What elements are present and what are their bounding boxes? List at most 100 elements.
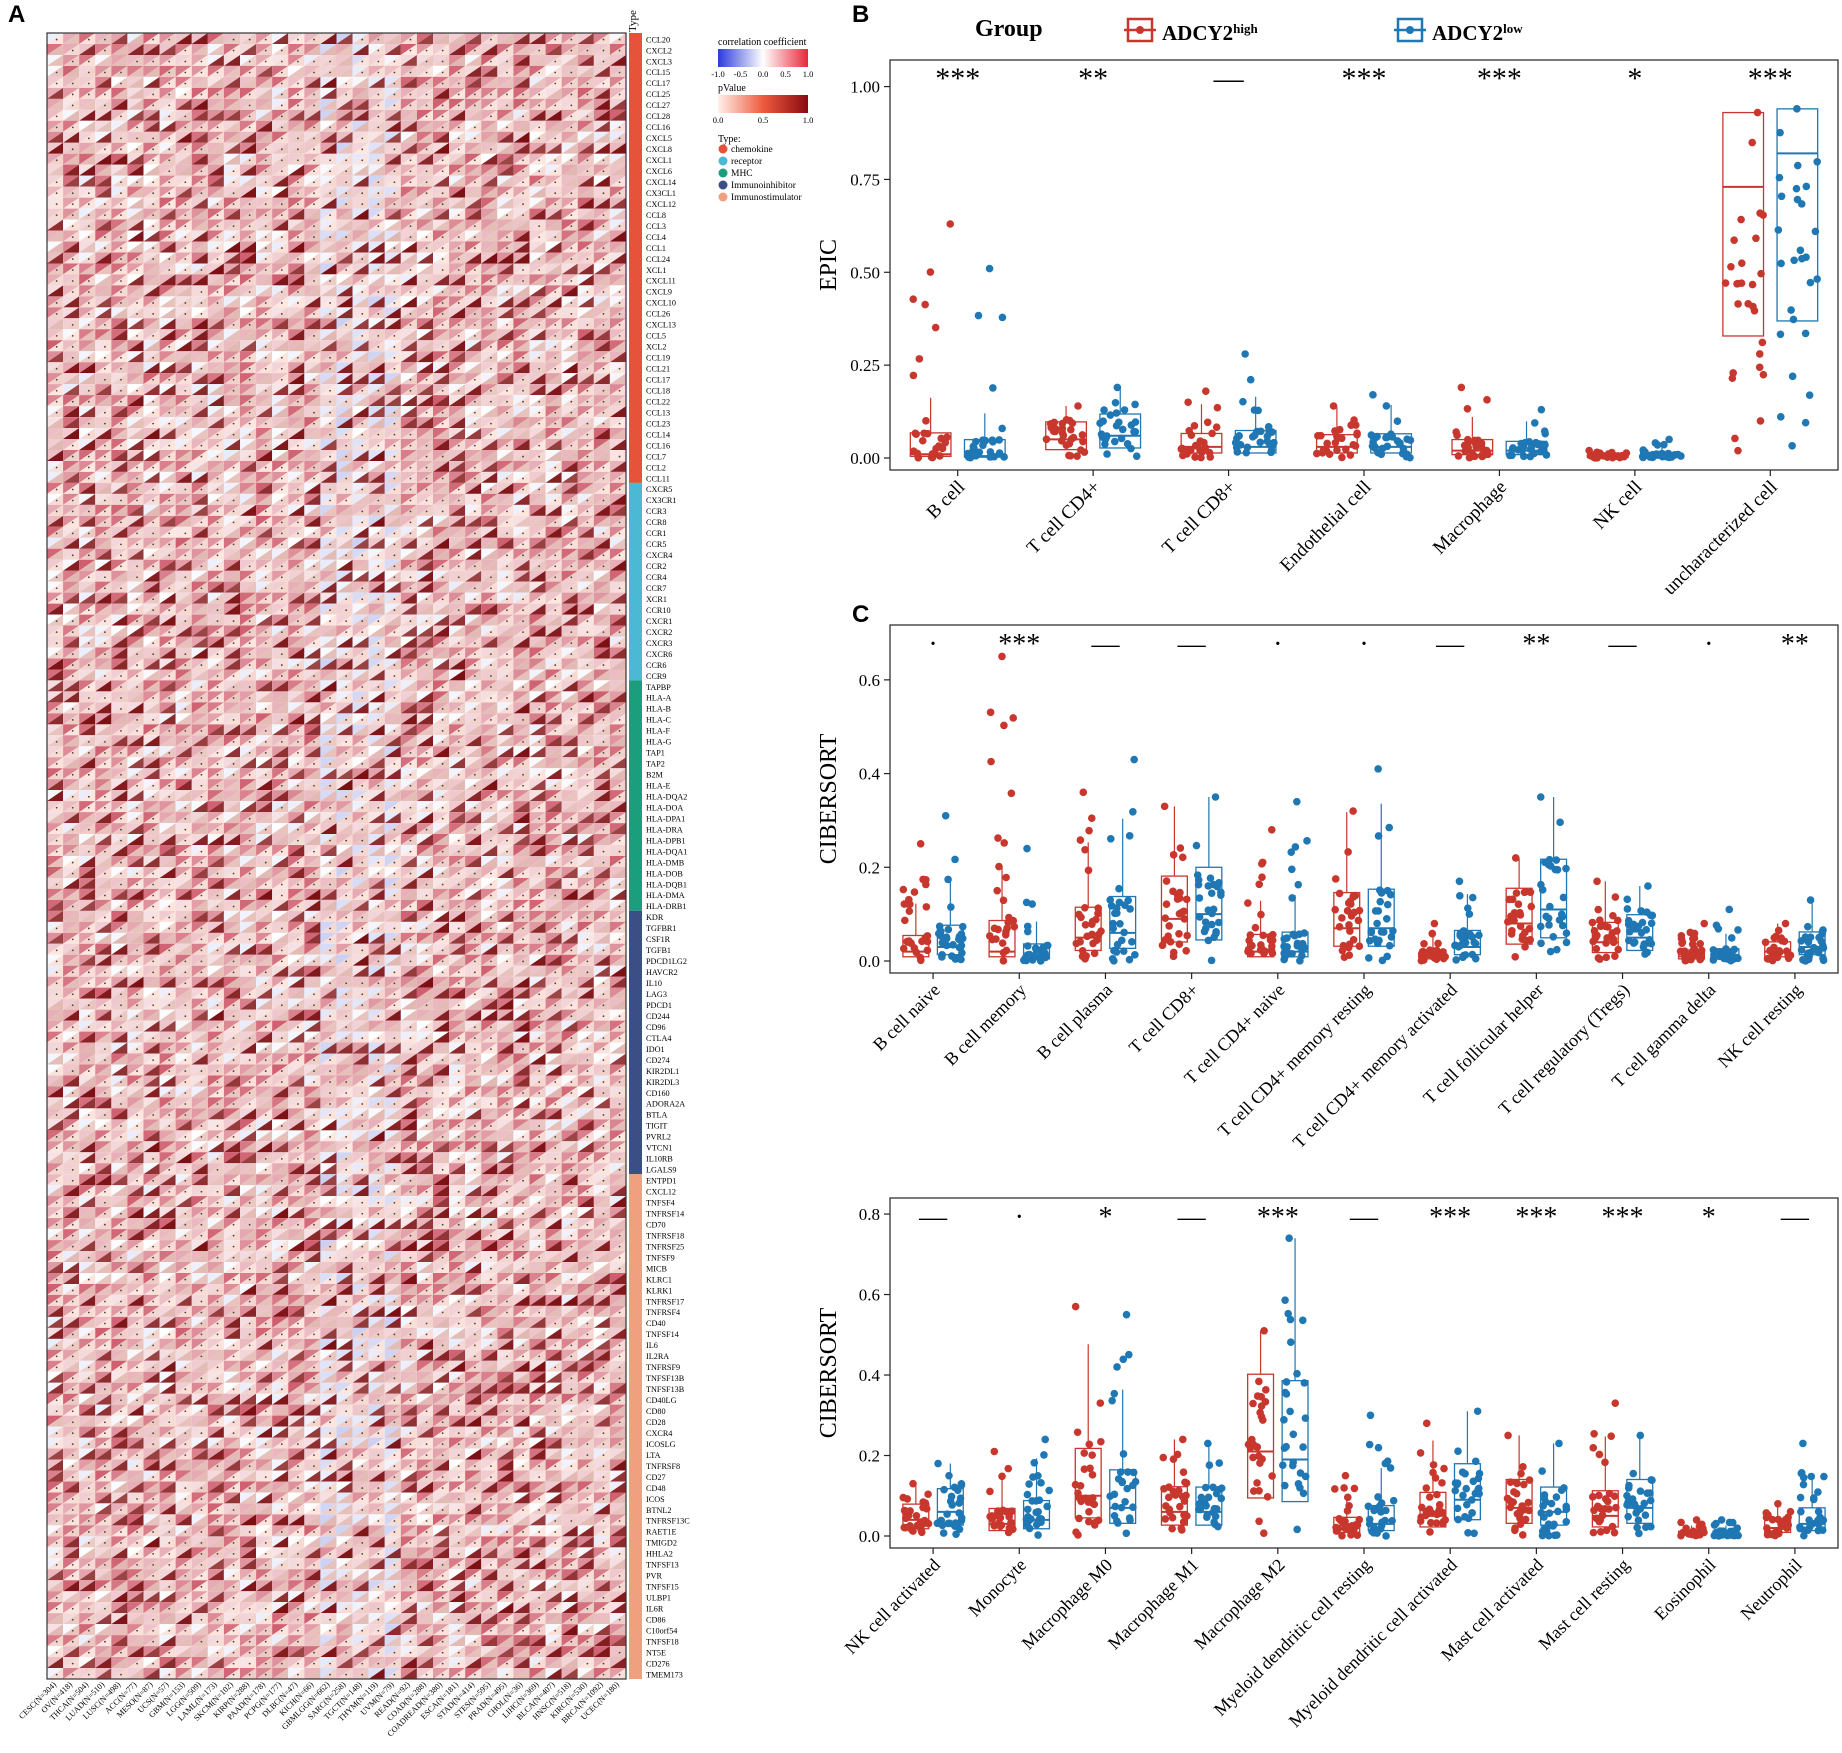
significance-dot: [618, 554, 621, 557]
heatmap-cell-pvalue: [497, 54, 514, 66]
heatmap-cell-pvalue: [384, 120, 401, 132]
significance-dot: [586, 565, 589, 568]
heatmap-cell-pvalue: [609, 54, 626, 66]
significance-dot: [152, 444, 155, 447]
heatmap-cell-pvalue: [529, 76, 546, 88]
heatmap-cell-pvalue: [320, 120, 337, 132]
heatmap-cell-pvalue: [545, 164, 562, 176]
heatmap-cell-pvalue: [609, 175, 626, 187]
significance-dot: [87, 60, 90, 63]
heatmap-cell-pvalue: [320, 87, 337, 99]
significance-dot: [136, 60, 138, 63]
heatmap-cell-corr: [320, 76, 337, 88]
heatmap-cell-corr: [47, 164, 64, 176]
heatmap-cell-pvalue: [175, 153, 192, 165]
heatmap-cell-pvalue: [449, 109, 466, 121]
significance-dot: [248, 159, 251, 162]
significance-dot: [345, 192, 348, 195]
heatmap-cell-corr: [561, 54, 578, 66]
heatmap-cell-pvalue: [497, 43, 514, 55]
heatmap-cell-pvalue: [529, 87, 546, 99]
heatmap-cell-pvalue: [561, 153, 578, 165]
heatmap-cell-pvalue: [63, 109, 80, 121]
significance-dot: [184, 444, 187, 447]
heatmap-cell-pvalue: [561, 54, 578, 66]
heatmap-cell-corr: [561, 43, 578, 55]
significance-dot: [522, 203, 524, 206]
significance-dot: [184, 313, 187, 315]
significance-dot: [104, 411, 106, 414]
heatmap-cell-pvalue: [207, 98, 224, 110]
heatmap-cell-pvalue: [416, 76, 433, 88]
significance-dot: [345, 433, 348, 436]
significance-dot: [441, 389, 444, 392]
significance-dot: [168, 422, 171, 425]
significance-dot: [377, 225, 380, 228]
significance-dot: [441, 192, 444, 195]
significance-dot: [522, 532, 524, 535]
significance-dot: [152, 38, 155, 41]
heatmap-cell-pvalue: [609, 43, 626, 55]
heatmap-cell-corr: [336, 54, 353, 66]
heatmap-cell-corr: [111, 43, 128, 55]
significance-dot: [168, 378, 171, 381]
significance-dot: [473, 510, 476, 513]
heatmap-cell-pvalue: [577, 131, 594, 143]
significance-dot: [473, 444, 476, 447]
significance-dot: [377, 181, 380, 184]
heatmap-cell-corr: [79, 109, 96, 121]
heatmap-cell-pvalue: [175, 142, 192, 154]
significance-dot: [345, 126, 348, 129]
significance-dot: [55, 214, 58, 217]
significance-dot: [409, 269, 412, 271]
heatmap-cell-pvalue: [79, 131, 96, 143]
significance-dot: [71, 356, 74, 359]
significance-dot: [313, 93, 315, 96]
significance-dot: [490, 104, 492, 107]
significance-dot: [490, 587, 492, 590]
significance-dot: [168, 82, 171, 85]
heatmap-cell-pvalue: [79, 175, 96, 187]
significance-dot: [104, 214, 106, 217]
significance-dot: [441, 247, 444, 249]
heatmap-cell-corr: [561, 153, 578, 165]
significance-dot: [538, 554, 541, 557]
significance-dot: [554, 598, 557, 601]
heatmap-cell-corr: [256, 131, 273, 143]
heatmap-cell-pvalue: [256, 43, 273, 55]
significance-dot: [361, 313, 364, 315]
heatmap-cell-corr: [336, 175, 353, 187]
heatmap-cell-pvalue: [465, 109, 482, 121]
heatmap-cell-corr: [223, 153, 240, 165]
significance-dot: [345, 323, 348, 326]
heatmap-cell-pvalue: [352, 175, 369, 187]
heatmap-cell-pvalue: [256, 175, 273, 187]
heatmap-cell-corr: [561, 65, 578, 77]
significance-dot: [586, 49, 589, 52]
heatmap-cell-pvalue: [240, 142, 257, 154]
heatmap-cell-pvalue: [256, 98, 273, 110]
heatmap-cell-pvalue: [159, 98, 176, 110]
significance-dot: [200, 148, 203, 151]
heatmap-cell-corr: [609, 142, 626, 154]
significance-dot: [55, 576, 58, 579]
significance-dot: [184, 400, 187, 403]
heatmap-cell-corr: [223, 186, 240, 198]
significance-dot: [264, 422, 267, 425]
heatmap-cell-pvalue: [159, 175, 176, 187]
heatmap-cell-pvalue: [577, 76, 594, 88]
significance-dot: [393, 455, 396, 458]
heatmap-cell-corr: [465, 98, 482, 110]
significance-dot: [280, 236, 283, 239]
heatmap-cell-corr: [272, 131, 289, 143]
heatmap-cell-corr: [63, 87, 80, 99]
significance-dot: [200, 126, 203, 129]
heatmap-cell-pvalue: [47, 131, 64, 143]
significance-dot: [104, 444, 106, 447]
heatmap-cell-corr: [400, 43, 417, 55]
significance-dot: [248, 565, 251, 568]
significance-dot: [554, 291, 557, 293]
heatmap-cell-corr: [384, 76, 401, 88]
significance-dot: [313, 126, 315, 129]
significance-dot: [71, 334, 74, 337]
